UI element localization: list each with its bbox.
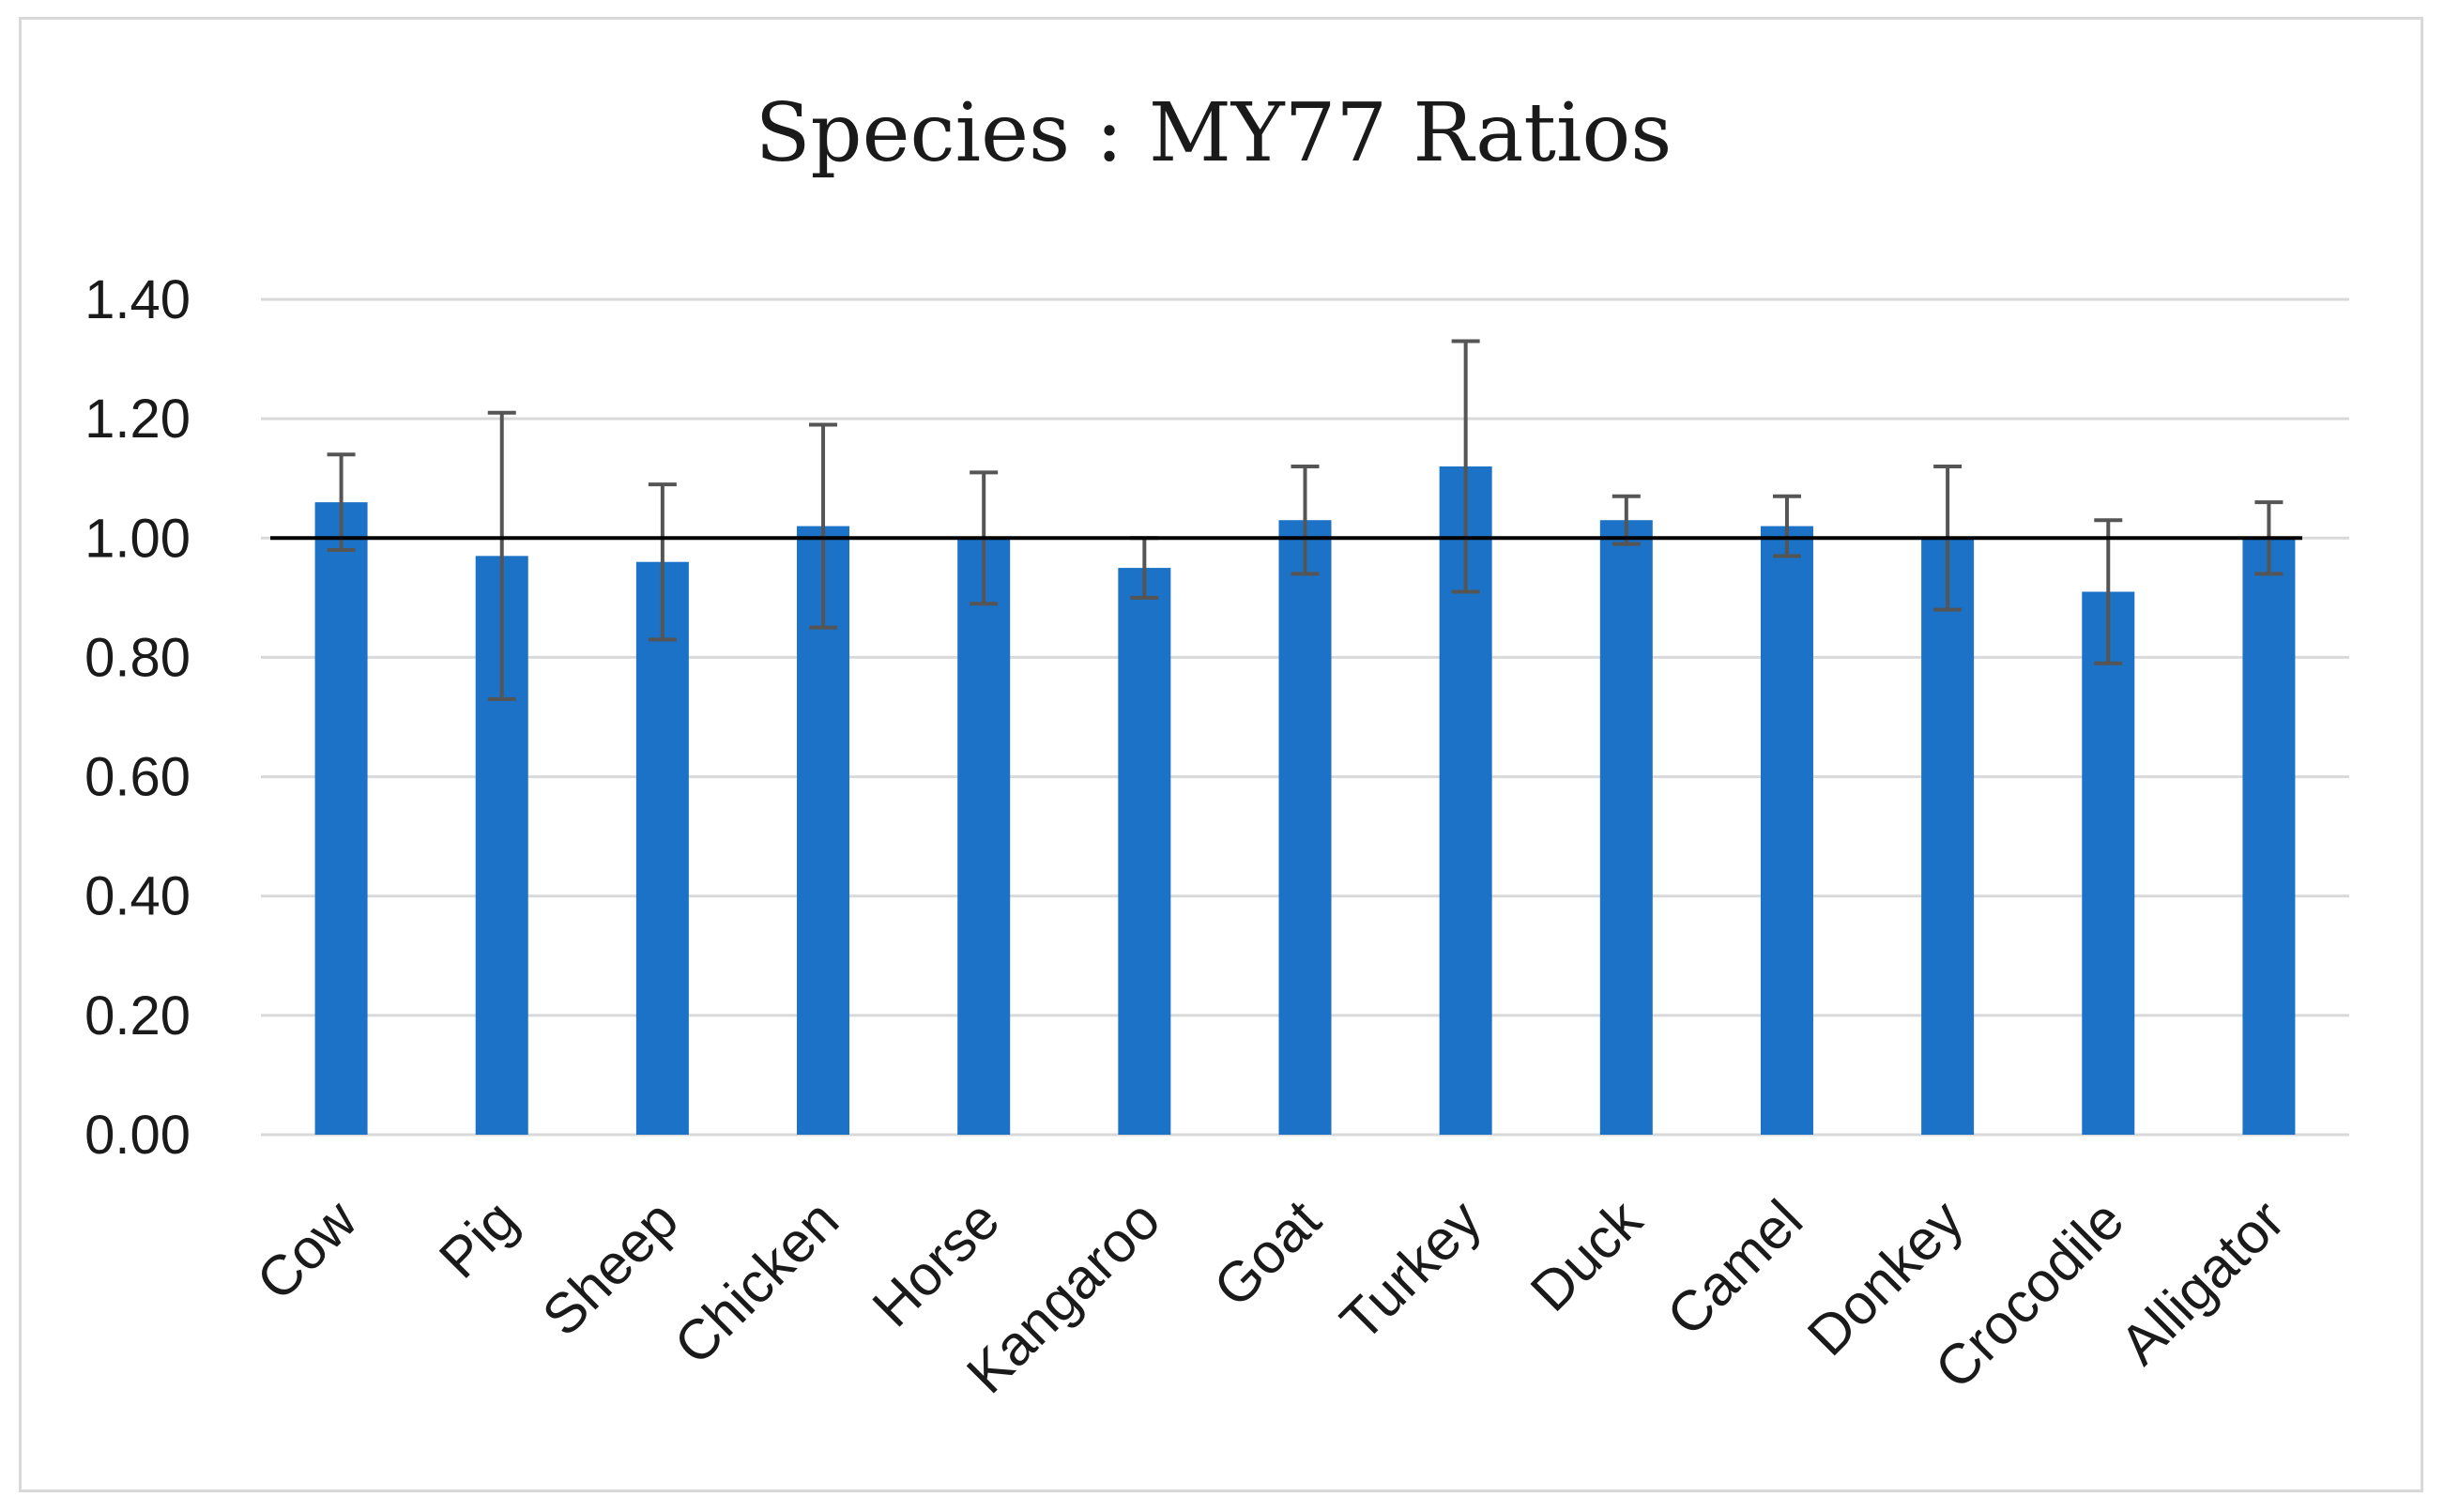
x-tick-label: Cow <box>245 1187 370 1312</box>
bar-cow <box>314 502 368 1135</box>
chart-frame: Species : MY77 Ratios 0.00 0.20 0.40 0.60 0.… <box>19 17 2423 1492</box>
error-bar-pig <box>487 410 516 701</box>
error-bar-camel <box>1772 494 1801 558</box>
y-axis-ticks: 0.00 0.20 0.40 0.60 0.80 1.00 1.20 1.40 <box>84 269 191 1166</box>
chart-title: Species : MY77 Ratios <box>756 86 1673 180</box>
x-tick-label: Duck <box>1519 1187 1655 1323</box>
y-tick-label: 1.40 <box>84 269 191 330</box>
error-bar-cow <box>327 452 356 552</box>
y-tick-label: 0.00 <box>84 1105 191 1166</box>
bar-camel <box>1760 526 1813 1135</box>
bar-kangaroo <box>1118 568 1171 1135</box>
x-tick-label: Turkey <box>1328 1188 1492 1352</box>
x-tick-label: Pig <box>427 1188 529 1291</box>
bar-crocodile <box>2082 591 2135 1135</box>
x-tick-label: Horse <box>861 1188 1012 1339</box>
x-tick-label: Goat <box>1201 1188 1333 1320</box>
y-tick-label: 0.20 <box>84 985 191 1046</box>
y-tick-label: 0.60 <box>84 747 191 808</box>
bars <box>314 466 2296 1135</box>
error-bar-turkey <box>1451 339 1480 594</box>
error-bar-goat <box>1291 465 1320 576</box>
x-tick-label: Camel <box>1655 1188 1814 1348</box>
bar-sheep <box>635 561 689 1135</box>
bar-donkey <box>1921 538 1975 1135</box>
error-bar-duck <box>1612 494 1641 546</box>
x-tick-label: Alligator <box>2108 1188 2297 1377</box>
y-tick-label: 0.40 <box>84 866 191 927</box>
y-tick-label: 1.00 <box>84 508 191 569</box>
bar-goat <box>1278 520 1332 1135</box>
y-tick-label: 0.80 <box>84 627 191 688</box>
y-tick-label: 1.20 <box>84 389 191 450</box>
error-bar-sheep <box>648 482 677 642</box>
error-bar-crocodile <box>2094 518 2123 665</box>
bar-duck <box>1599 520 1653 1135</box>
error-bar-chicken <box>809 422 838 630</box>
x-tick-label: Sheep <box>530 1188 690 1348</box>
x-tick-label: Chicken <box>663 1188 851 1377</box>
bar-chart: Species : MY77 Ratios 0.000.200.400.600.… <box>84 86 2349 1405</box>
bar-alligator <box>2242 538 2296 1135</box>
bar-horse <box>957 538 1011 1135</box>
